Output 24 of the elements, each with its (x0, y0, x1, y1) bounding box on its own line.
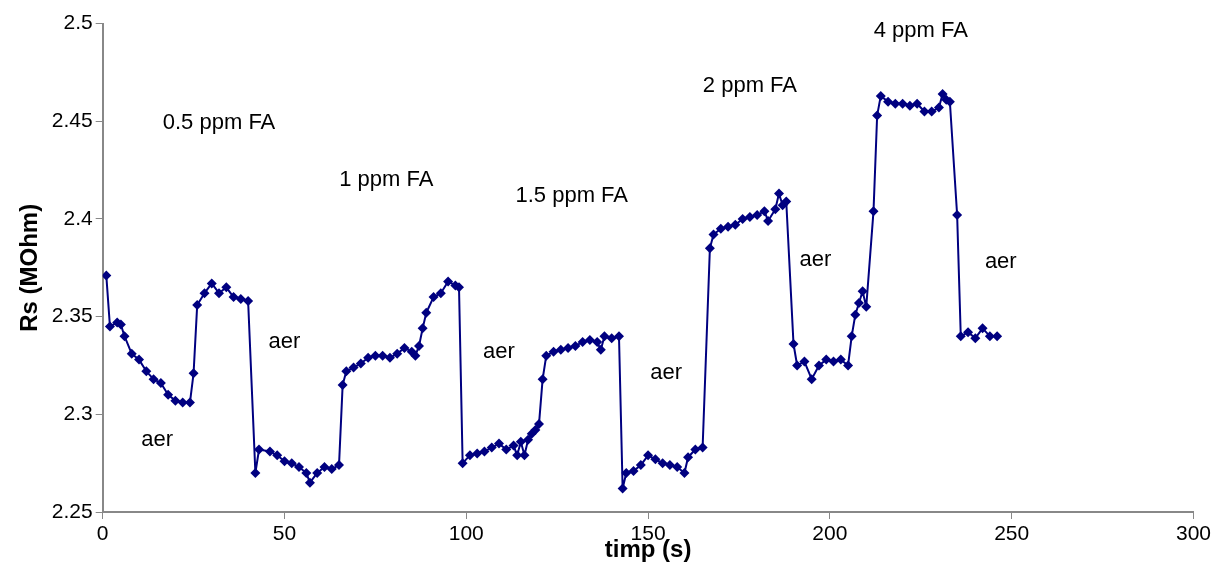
annotation: 1 ppm FA (339, 165, 434, 191)
annotation: aer (141, 425, 174, 451)
y-tick-label: 2.4 (63, 205, 93, 229)
y-tick-label: 2.25 (51, 498, 93, 522)
annotation: aer (483, 337, 515, 363)
x-tick-label: 300 (1175, 521, 1211, 545)
y-tick-label: 2.35 (51, 303, 93, 327)
annotation: 0.5 ppm FA (162, 109, 276, 135)
y-tick-label: 2.5 (63, 10, 93, 34)
annotation: aer (650, 359, 683, 385)
annotation: 1.5 ppm FA (515, 181, 629, 207)
x-tick-label: 0 (96, 521, 109, 545)
annotation: aer (799, 246, 832, 272)
annotation: aer (984, 248, 1017, 273)
y-tick-label: 2.3 (63, 401, 93, 425)
x-tick-label: 100 (448, 521, 484, 545)
x-tick-label: 50 (272, 521, 297, 545)
x-tick-label: 200 (812, 521, 848, 545)
x-tick-label: 250 (994, 521, 1030, 545)
y-axis-title: Rs (MOhm) (15, 203, 43, 332)
annotation: 2 ppm FA (702, 72, 798, 98)
annotation: aer (268, 328, 301, 354)
annotation: 4 ppm FA (873, 17, 969, 43)
y-tick-label: 2.45 (51, 108, 93, 132)
